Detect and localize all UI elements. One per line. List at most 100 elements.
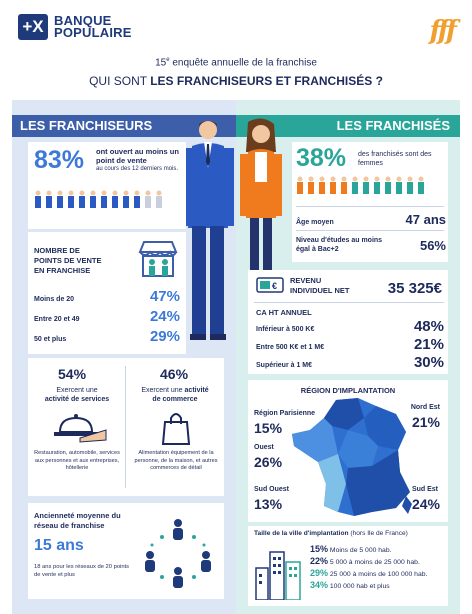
network-people-icon xyxy=(145,519,211,588)
separator xyxy=(296,230,444,231)
person-icon xyxy=(46,190,52,208)
service-bell-icon xyxy=(54,414,107,443)
region-nordest-label: Nord Est xyxy=(410,404,440,411)
femmes-pct: 38% xyxy=(296,144,347,172)
activite-card: 54% Exercent une activité de services Res… xyxy=(28,358,224,496)
franchises-people-row xyxy=(296,176,425,194)
logo-mark: +X xyxy=(18,14,48,40)
shopping-bag-icon xyxy=(161,413,191,445)
region-ouest-label: Ouest xyxy=(254,444,274,451)
page-title: QUI SONT LES FRANCHISEURS ET FRANCHISÉS … xyxy=(89,74,383,88)
point-de-vente-card: 83% ont ouvert au moins un point de vent… xyxy=(28,142,186,229)
ville-row: 15% Moins de 5 000 hab. xyxy=(310,544,392,554)
region-sudouest-label: Sud Ouest xyxy=(254,486,290,493)
franchiseurs-people-row xyxy=(34,190,163,208)
revenu-label: REVENU INDIVIDUEL NET xyxy=(290,276,350,295)
person-icon xyxy=(418,176,424,194)
person-icon xyxy=(363,176,369,194)
person-icon xyxy=(101,190,107,208)
etudes-row: Niveau d'études au moins égal à Bac+2 56% xyxy=(296,237,446,253)
femmes-text: des franchisés sont des femmes xyxy=(358,151,432,167)
revenu-value: 35 325€ xyxy=(387,280,442,297)
anciennete-title: Ancienneté moyenne du réseau de franchis… xyxy=(34,511,121,530)
person-icon xyxy=(308,176,314,194)
franchiseurs-heading: LES FRANCHISEURS xyxy=(12,115,236,137)
commerce-text: Exercent une activité de commerce xyxy=(141,387,209,403)
activite-divider xyxy=(125,366,126,488)
person-icon xyxy=(35,190,41,208)
region-parisienne-value: 15% xyxy=(254,420,283,436)
person-icon xyxy=(319,176,325,194)
region-card: RÉGION D'IMPLANTATION Région Parisienne … xyxy=(248,380,448,522)
commerce-pct: 46% xyxy=(160,366,189,382)
svg-text:€: € xyxy=(272,281,277,291)
logo-text: BANQUE POPULAIRE xyxy=(54,13,132,40)
point-vente-text: ont ouvert au moins un point de vente xyxy=(96,147,179,165)
region-ouest-value: 26% xyxy=(254,454,283,470)
nb-points-row: Moins de 20 47% xyxy=(34,288,180,305)
person-icon xyxy=(407,176,413,194)
services-text: Exercent une activité de services xyxy=(44,387,110,403)
nb-points-row: Entre 20 et 49 24% xyxy=(34,308,180,325)
ca-row: Entre 500 K€ et 1 M€ 21% xyxy=(256,336,444,353)
ville-row: 29% 25 000 à moins de 100 000 hab. xyxy=(310,568,428,578)
person-icon xyxy=(90,190,96,208)
region-sudouest-value: 13% xyxy=(254,496,283,512)
ca-row: Inférieur à 500 K€ 48% xyxy=(256,318,444,335)
person-icon xyxy=(385,176,391,194)
person-icon xyxy=(396,176,402,194)
services-pct: 54% xyxy=(58,366,87,382)
region-nordest-value: 21% xyxy=(411,414,440,430)
ca-title: CA HT ANNUEL xyxy=(256,308,312,317)
person-icon xyxy=(134,190,140,208)
ville-title: Taille de la ville d'implantation (hors … xyxy=(254,530,408,537)
logo-line1: BANQUE xyxy=(54,13,112,28)
separator xyxy=(296,206,444,207)
city-buildings-icon xyxy=(255,551,301,600)
fff-logo: fff xyxy=(429,16,457,46)
anciennete-value: 15 ans xyxy=(34,537,84,554)
edition-subtitle: 15e enquête annuelle de la franchise xyxy=(155,57,317,69)
person-icon xyxy=(374,176,380,194)
person-icon xyxy=(297,176,303,194)
nb-points-row: 50 et plus 29% xyxy=(34,328,180,345)
logo-line2: POPULAIRE xyxy=(54,25,132,40)
commerce-desc: Alimentation équipement de la personne, … xyxy=(134,450,218,471)
franchises-heading: LES FRANCHISÉS xyxy=(236,115,460,137)
nb-points-title: NOMBRE DE POINTS DE VENTE EN FRANCHISE xyxy=(34,246,102,275)
region-sudest-value: 24% xyxy=(411,496,440,512)
femmes-card: 38% des franchisés sont des femmes Âge m… xyxy=(292,142,448,262)
services-desc: Restauration, automobile, services aux p… xyxy=(34,450,120,471)
region-sudest-label: Sud Est xyxy=(411,486,438,493)
person-icon xyxy=(57,190,63,208)
ville-card: Taille de la ville d'implantation (hors … xyxy=(248,526,448,606)
anciennete-card: Ancienneté moyenne du réseau de franchis… xyxy=(28,503,224,599)
person-icon xyxy=(145,190,151,208)
nb-points-vente-card: NOMBRE DE POINTS DE VENTE EN FRANCHISE M… xyxy=(28,232,186,354)
banque-populaire-logo: +X BANQUE POPULAIRE xyxy=(18,14,132,40)
separator xyxy=(254,302,444,303)
point-vente-pct: 83% xyxy=(34,146,85,174)
france-map xyxy=(292,398,412,516)
person-icon xyxy=(112,190,118,208)
banknote-icon: € xyxy=(256,277,284,293)
ca-row: Supérieur à 1 M€ 30% xyxy=(256,354,444,371)
person-icon xyxy=(68,190,74,208)
person-icon xyxy=(123,190,129,208)
point-vente-sub: au cours des 12 derniers mois. xyxy=(96,166,179,172)
person-icon xyxy=(352,176,358,194)
revenu-card: € REVENU INDIVIDUEL NET 35 325€ CA HT AN… xyxy=(248,270,448,374)
person-icon xyxy=(341,176,347,194)
storefront-icon xyxy=(138,241,178,277)
age-row: Âge moyen 47 ans xyxy=(296,212,446,227)
ville-row: 34% 100 000 hab et plus xyxy=(310,580,390,590)
person-icon xyxy=(156,190,162,208)
ville-row: 22% 5 000 à moins de 25 000 hab. xyxy=(310,556,420,566)
person-icon xyxy=(79,190,85,208)
person-icon xyxy=(330,176,336,194)
region-title: RÉGION D'IMPLANTATION xyxy=(300,386,396,395)
man-figure-icon xyxy=(182,121,234,340)
region-parisienne-label: Région Parisienne xyxy=(254,410,316,417)
anciennete-desc: 18 ans pour les réseaux de 20 points de … xyxy=(34,564,130,578)
